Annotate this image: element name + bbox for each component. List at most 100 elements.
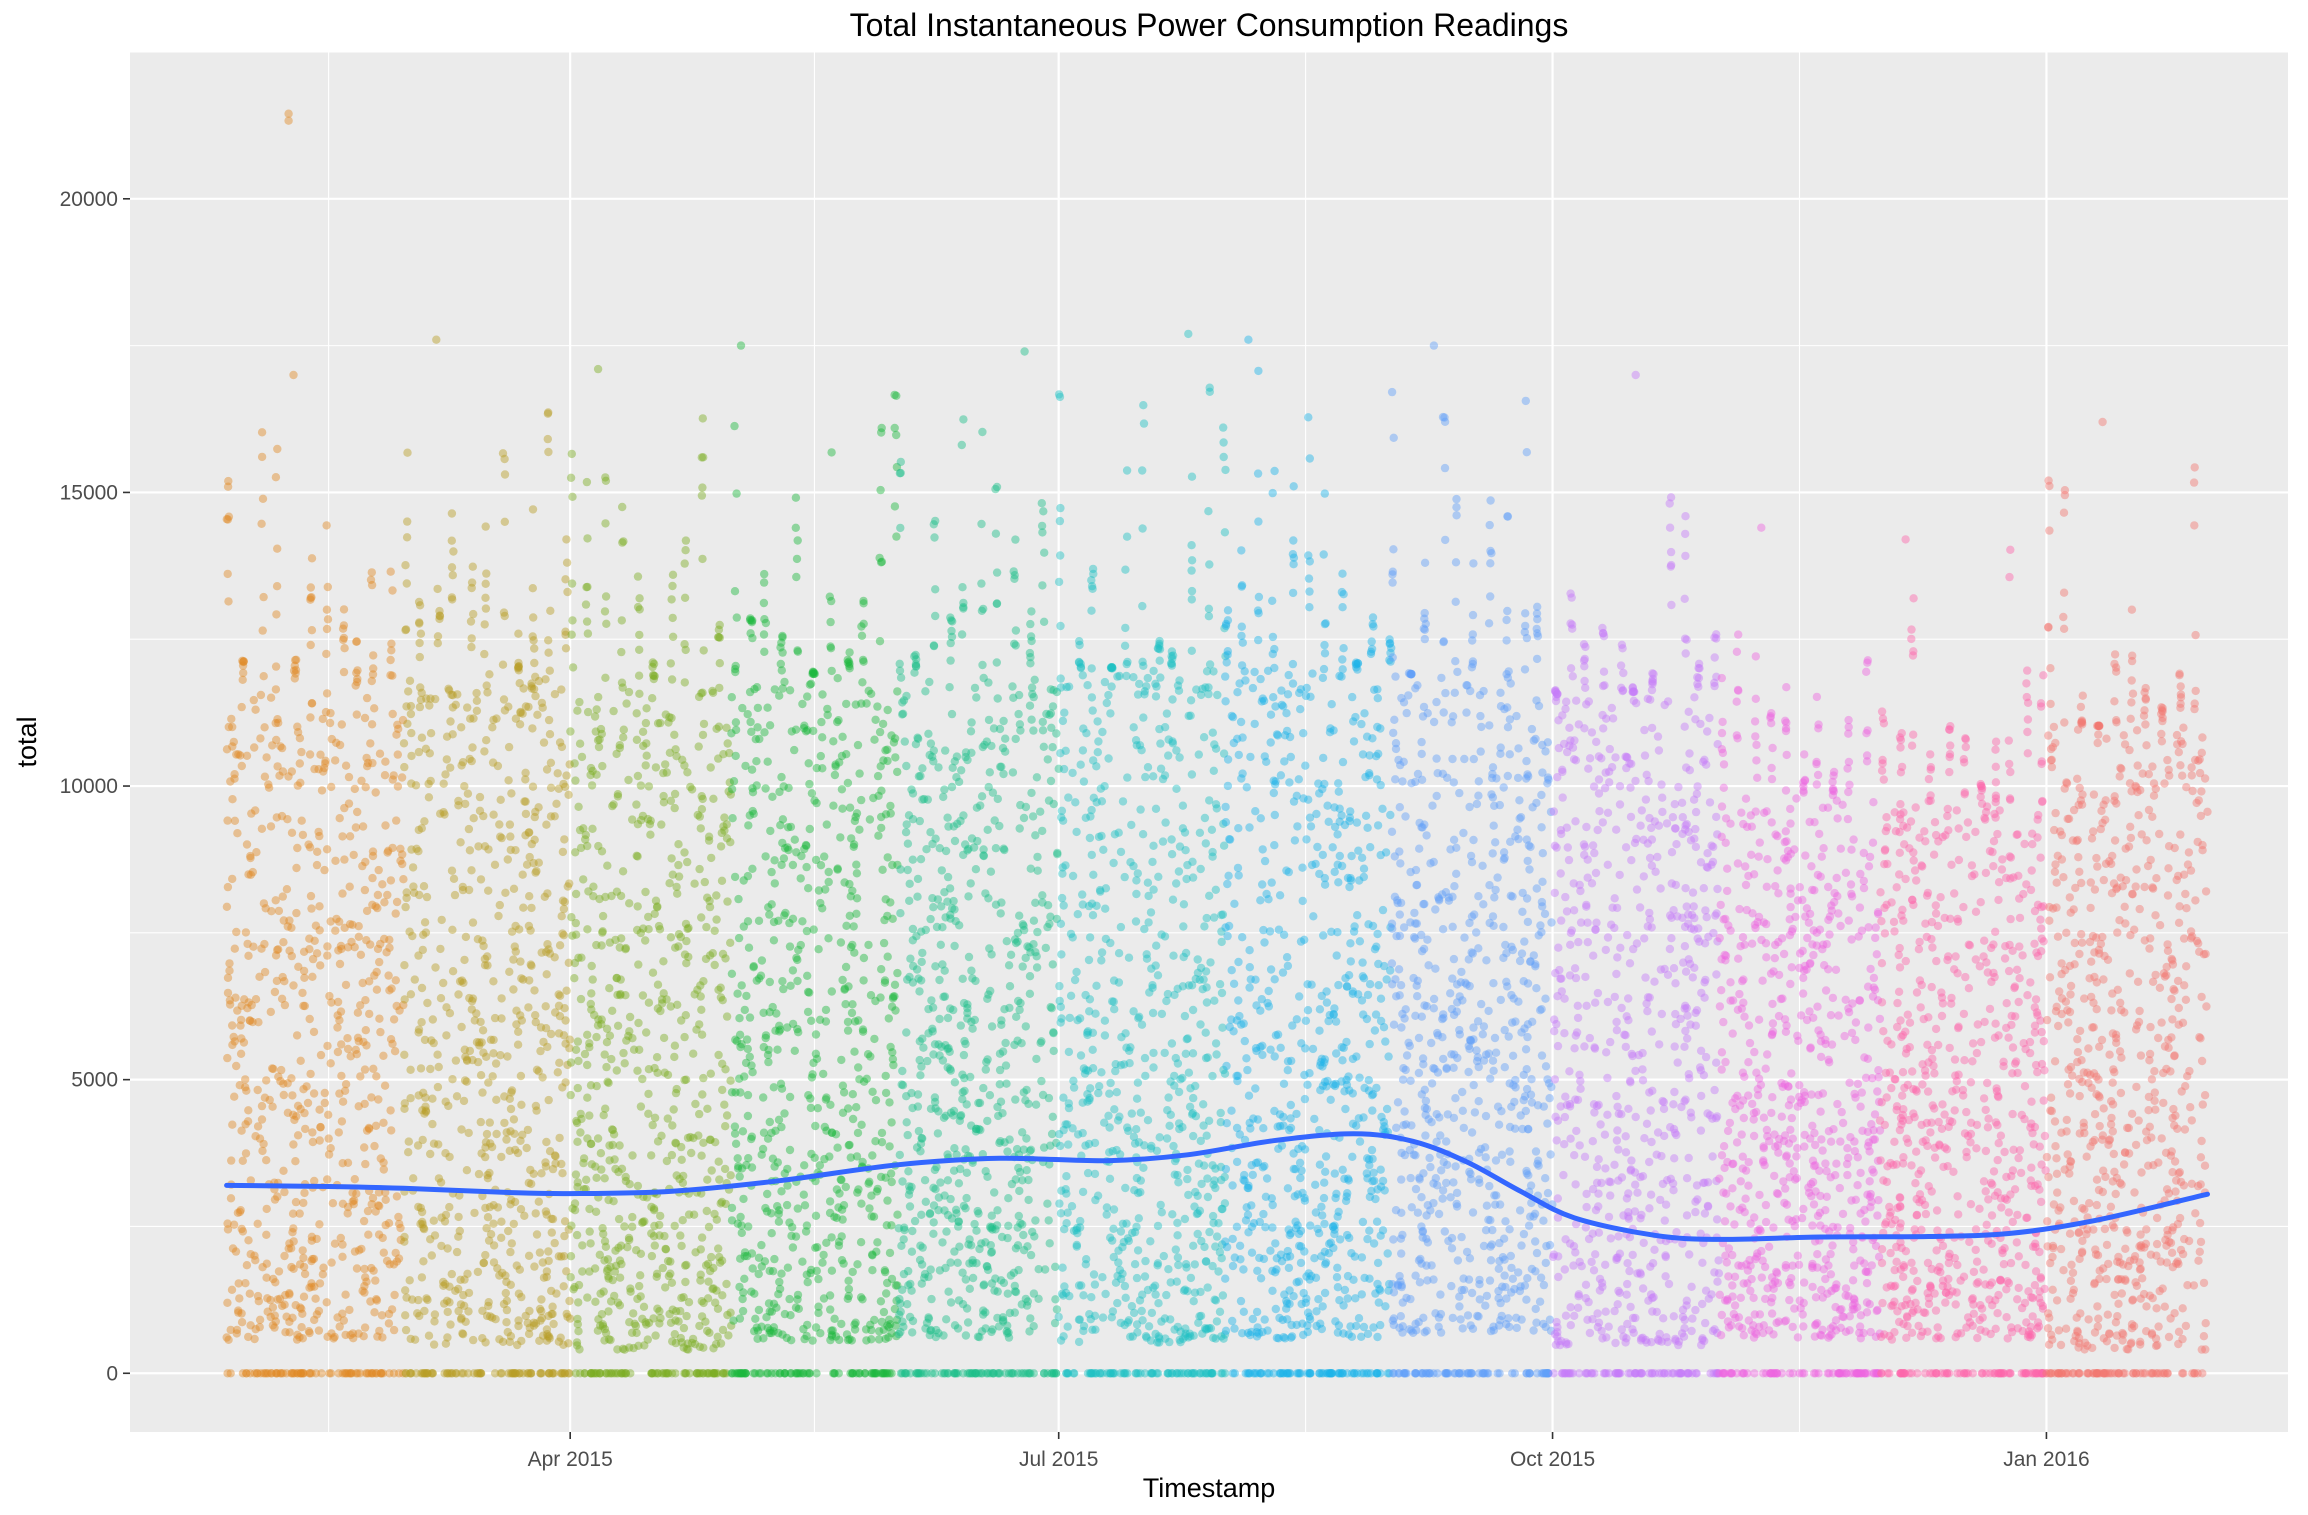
- scatter-point: [1220, 453, 1228, 461]
- scatter-point: [1172, 1054, 1180, 1062]
- scatter-point: [765, 910, 773, 918]
- scatter-point: [774, 917, 782, 925]
- scatter-point: [683, 858, 691, 866]
- scatter-point: [893, 768, 901, 776]
- scatter-point: [651, 1369, 659, 1377]
- scatter-point: [891, 753, 899, 761]
- scatter-point: [911, 1217, 919, 1225]
- scatter-point: [530, 986, 538, 994]
- scatter-point: [1218, 989, 1226, 997]
- scatter-point: [529, 584, 537, 592]
- scatter-point: [1032, 1055, 1040, 1063]
- scatter-point: [930, 533, 938, 541]
- scatter-point: [935, 1015, 943, 1023]
- scatter-point: [896, 1299, 904, 1307]
- scatter-point: [554, 769, 562, 777]
- scatter-point: [859, 1028, 867, 1036]
- scatter-point: [510, 885, 518, 893]
- scatter-point: [315, 1106, 323, 1114]
- scatter-point: [476, 793, 484, 801]
- scatter-point: [363, 1126, 371, 1134]
- scatter-point: [875, 1335, 883, 1343]
- scatter-point: [634, 603, 642, 611]
- scatter-point: [578, 1241, 586, 1249]
- scatter-point: [655, 1319, 663, 1327]
- scatter-point: [934, 1206, 942, 1214]
- scatter-point: [848, 1000, 856, 1008]
- scatter-point: [1105, 1090, 1113, 1098]
- scatter-point: [1031, 1216, 1039, 1224]
- scatter-point: [619, 733, 627, 741]
- scatter-point: [1096, 886, 1104, 894]
- scatter-point: [592, 1174, 600, 1182]
- scatter-point: [1067, 992, 1075, 1000]
- scatter-point: [497, 1153, 505, 1161]
- scatter-point: [899, 1081, 907, 1089]
- scatter-point: [1089, 871, 1097, 879]
- scatter-point: [236, 1208, 244, 1216]
- scatter-point: [665, 1310, 673, 1318]
- scatter-point: [231, 817, 239, 825]
- scatter-point: [878, 1129, 886, 1137]
- scatter-point: [411, 1336, 419, 1344]
- scatter-point: [992, 530, 1000, 538]
- scatter-point: [450, 875, 458, 883]
- scatter-point: [878, 558, 886, 566]
- scatter-point: [568, 1204, 576, 1212]
- scatter-point: [979, 743, 987, 751]
- scatter-point: [230, 775, 238, 783]
- scatter-point: [259, 626, 267, 634]
- scatter-point: [351, 1175, 359, 1183]
- scatter-point: [698, 1297, 706, 1305]
- scatter-point: [390, 771, 398, 779]
- scatter-point: [1152, 805, 1160, 813]
- scatter-point: [1183, 1166, 1191, 1174]
- scatter-point: [792, 726, 800, 734]
- scatter-point: [1151, 1282, 1159, 1290]
- scatter-point: [1205, 560, 1213, 568]
- scatter-point: [413, 1309, 421, 1317]
- scatter-point: [698, 1031, 706, 1039]
- scatter-point: [370, 1308, 378, 1316]
- scatter-point: [728, 1216, 736, 1224]
- scatter-point: [951, 837, 959, 845]
- scatter-point: [562, 644, 570, 652]
- scatter-point: [1234, 824, 1242, 832]
- scatter-point: [1175, 1088, 1183, 1096]
- scatter-point: [310, 1089, 318, 1097]
- scatter-point: [778, 977, 786, 985]
- scatter-point: [428, 1095, 436, 1103]
- scatter-point: [731, 668, 739, 676]
- scatter-point: [506, 820, 514, 828]
- scatter-point: [442, 1003, 450, 1011]
- scatter-point: [737, 1221, 745, 1229]
- scatter-point: [833, 865, 841, 873]
- scatter-point: [368, 720, 376, 728]
- scatter-point: [293, 844, 301, 852]
- scatter-point: [707, 1070, 715, 1078]
- scatter-point: [738, 1229, 746, 1237]
- scatter-point: [833, 1185, 841, 1193]
- scatter-point: [881, 1369, 889, 1377]
- scatter-point: [1079, 1099, 1087, 1107]
- scatter-point: [1057, 674, 1065, 682]
- scatter-point: [1173, 1219, 1181, 1227]
- scatter-point: [1049, 702, 1057, 710]
- scatter-point: [463, 703, 471, 711]
- scatter-point: [994, 694, 1002, 702]
- scatter-point: [845, 648, 853, 656]
- scatter-point: [906, 1202, 914, 1210]
- scatter-point: [369, 1194, 377, 1202]
- scatter-point: [258, 1263, 266, 1271]
- scatter-point: [1008, 1180, 1016, 1188]
- scatter-point: [1233, 1158, 1241, 1166]
- scatter-point: [272, 1369, 280, 1377]
- scatter-point: [558, 1369, 566, 1377]
- scatter-point: [268, 1103, 276, 1111]
- scatter-point: [900, 1270, 908, 1278]
- scatter-point: [715, 1253, 723, 1261]
- scatter-point: [251, 706, 259, 714]
- scatter-point: [980, 674, 988, 682]
- scatter-point: [1179, 1335, 1187, 1343]
- scatter-point: [740, 1072, 748, 1080]
